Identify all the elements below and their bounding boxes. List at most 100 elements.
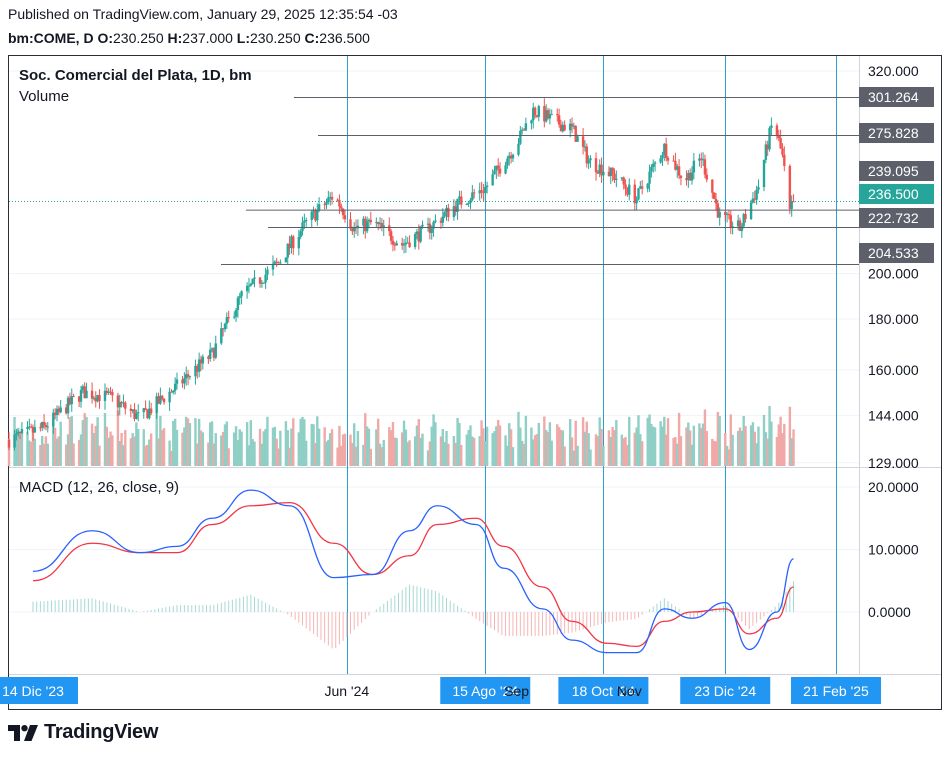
candle-body [679, 175, 683, 179]
candle-body [380, 222, 384, 228]
volume-bar [59, 421, 62, 466]
volume-bar [70, 416, 73, 466]
candle-body [365, 221, 369, 232]
volume-bar [148, 439, 151, 466]
candle-body [65, 407, 68, 414]
candle-body [522, 129, 526, 131]
candle-body [13, 434, 16, 448]
candle-body [574, 125, 577, 142]
volume-bar [46, 443, 49, 466]
volume-bar [727, 449, 731, 466]
candle-body [400, 243, 404, 246]
volume-bar [380, 447, 384, 466]
volume-bar [181, 432, 184, 466]
volume-bar [227, 448, 230, 466]
candle-body [327, 197, 330, 203]
candle-body [506, 158, 509, 166]
volume-bar [236, 440, 240, 466]
volume-bar [31, 429, 35, 466]
volume-bar [103, 412, 107, 466]
candle-body [594, 158, 598, 172]
volume-bar [790, 438, 793, 466]
volume-bar [568, 419, 572, 466]
candle-body [340, 206, 343, 209]
volume-bar [338, 425, 341, 466]
candle-body [364, 218, 367, 232]
time-tick-label: Nov [617, 683, 642, 699]
candle-body [622, 177, 625, 185]
volume-bar [556, 424, 559, 466]
volume-bar [105, 426, 109, 466]
volume-bar [144, 445, 147, 466]
volume-bar [666, 418, 670, 466]
candle-body [749, 202, 753, 220]
candle-body [530, 120, 533, 124]
volume-bar [740, 430, 744, 466]
volume-bar [162, 428, 166, 466]
candle-body [57, 408, 61, 413]
candle-body [775, 125, 779, 136]
candle-body [79, 390, 83, 402]
volume-bar [731, 434, 734, 466]
candle-body [452, 206, 456, 218]
candle-body [251, 278, 254, 285]
volume-bar [467, 429, 470, 466]
volume-bar [652, 426, 655, 466]
volume-bar [757, 426, 760, 466]
candle-body [751, 198, 755, 203]
volume-bar [751, 422, 755, 466]
candle-body [207, 356, 210, 359]
volume-bar [325, 441, 328, 466]
volume-bar [594, 434, 598, 466]
candle-body [55, 408, 59, 416]
candle-body [90, 390, 94, 399]
volume-bar [788, 406, 792, 466]
volume-bar [111, 435, 114, 466]
volume-bar [716, 411, 720, 466]
volume-bar [209, 422, 212, 466]
candle-body [275, 261, 278, 263]
candle-body [432, 221, 435, 229]
volume-bar [548, 422, 552, 466]
candle-body [20, 429, 24, 434]
volume-bar [395, 438, 398, 466]
candle-body [511, 154, 515, 159]
candle-body [690, 172, 694, 181]
volume-bar [233, 432, 236, 466]
volume-bar [161, 430, 164, 466]
candle-body [711, 179, 714, 193]
volume-bar [343, 433, 347, 466]
candle-body [72, 396, 75, 398]
volume-bar [207, 442, 210, 466]
macd-tick-label: 20.0000 [868, 479, 919, 495]
candle-body [788, 165, 792, 209]
candle-body [744, 214, 747, 220]
candle-body [517, 143, 520, 155]
candle-body [491, 174, 494, 186]
volume-bar [561, 430, 564, 466]
candle-body [159, 395, 162, 404]
volume-bar [159, 415, 162, 466]
volume-bar [199, 430, 203, 466]
price-level-tag [859, 161, 934, 181]
volume-bar [96, 417, 99, 466]
volume-bar [288, 447, 291, 466]
volume-bar [417, 419, 421, 466]
candle-body [677, 166, 681, 176]
candle-body [220, 328, 223, 344]
time-axis-tag-label: 18 Oct '24 [572, 683, 636, 699]
candle-body [568, 123, 572, 131]
volume-bar [168, 440, 171, 466]
volume-bar [258, 428, 262, 466]
candle-body [742, 214, 745, 227]
candle-body [240, 291, 243, 297]
chart-frame[interactable] [8, 55, 942, 710]
volume-bar [576, 445, 579, 466]
volume-bar [352, 423, 356, 466]
candle-body [39, 427, 42, 429]
volume-bar [600, 428, 603, 466]
volume-bar [609, 436, 612, 466]
candle-body [378, 222, 382, 225]
volume-bar [251, 439, 254, 466]
